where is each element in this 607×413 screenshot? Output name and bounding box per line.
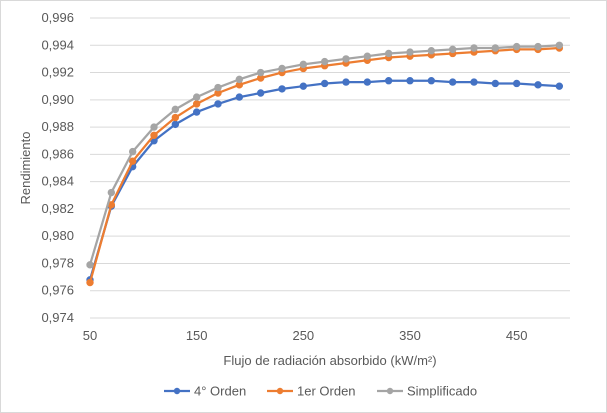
legend-item: 4° Orden [164,384,246,399]
data-point [384,77,393,85]
legend-swatch-marker [386,387,394,395]
data-point [171,120,180,129]
gridlines [90,17,570,319]
x-axis-ticks: 50 150 250 350 450 [83,328,528,343]
data-point [256,68,265,77]
data-point [107,188,116,197]
data-point [534,42,542,51]
data-point [555,82,564,90]
y-tick-label: 0,976 [41,283,74,298]
y-tick-label: 0,974 [41,310,74,325]
data-point [406,77,414,85]
y-tick-label: 0,990 [41,92,74,107]
data-point [491,44,500,52]
y-tick-label: 0,988 [41,119,74,134]
data-point [512,79,521,88]
series-line [88,79,560,281]
x-tick-label: 50 [83,328,97,343]
data-point [128,147,137,156]
y-tick-label: 0,986 [41,146,74,161]
data-point [448,45,457,54]
data-point [491,79,500,88]
data-point [320,57,329,66]
data-point [214,83,222,92]
x-tick-label: 250 [292,328,314,343]
data-point [171,113,180,122]
legend-item: 1er Orden [267,384,356,399]
y-tick-label: 0,996 [41,10,74,25]
y-axis-ticks: 0,974 0,976 0,978 0,980 0,982 0,984 0,986 0,988… [41,10,74,325]
x-tick-label: 450 [506,328,528,343]
data-point [470,44,478,52]
y-axis-title: Rendimiento [18,132,33,205]
data-point [299,82,308,90]
y-tick-label: 0,994 [41,37,74,52]
data-point [427,77,436,85]
data-point [214,100,222,108]
legend-label: Simplificado [407,384,477,399]
y-tick-label: 0,982 [41,201,74,216]
data-point [86,278,94,287]
y-tick-label: 0,992 [41,65,74,80]
data-point [299,60,308,69]
data-point [150,123,158,131]
data-point [342,78,350,86]
data-point [448,78,457,86]
y-tick-label: 0,980 [41,228,74,243]
data-point [384,49,393,58]
data-point [192,108,201,116]
data-point [278,64,286,73]
data-point [470,78,478,86]
series-simplificado [86,41,564,269]
data-point [150,131,158,139]
data-point [406,48,414,56]
series-4-orden [86,77,564,284]
x-tick-label: 350 [399,328,421,343]
data-point [171,105,180,114]
data-point [86,261,94,269]
data-point [534,81,542,89]
data-point [512,42,521,51]
legend-item: Simplificado [377,384,477,399]
x-tick-label: 150 [186,328,208,343]
y-tick-label: 0,984 [41,174,74,189]
data-point [427,47,436,55]
legend-swatch-marker [173,387,181,395]
data-point [192,100,201,108]
series-line [88,44,560,266]
data-point [363,78,372,86]
data-point [235,75,244,84]
data-point [128,157,137,165]
data-point [235,93,244,101]
legend-label: 1er Orden [297,384,356,399]
data-point [192,93,201,101]
data-point [256,89,265,97]
legend: 4° Orden 1er Orden Simplificado [164,384,477,399]
plot-series [86,41,564,287]
data-point [278,85,286,93]
legend-label: 4° Orden [194,384,246,399]
data-point [555,41,564,49]
y-tick-label: 0,978 [41,255,74,270]
data-point [320,79,329,88]
data-point [363,52,372,60]
data-point [342,55,350,63]
legend-swatch-marker [276,387,284,395]
x-axis-title: Flujo de radiación absorbido (kW/m²) [223,353,436,368]
